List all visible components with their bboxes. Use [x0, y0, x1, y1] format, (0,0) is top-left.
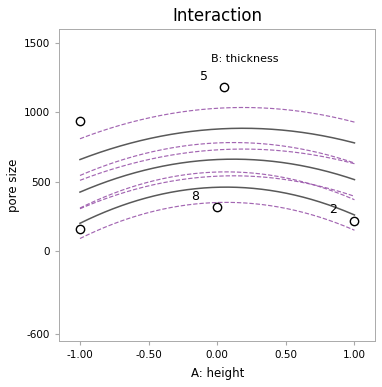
Text: 8: 8: [191, 190, 199, 203]
X-axis label: A: height: A: height: [191, 367, 244, 380]
Y-axis label: pore size: pore size: [7, 159, 20, 212]
Text: B: thickness: B: thickness: [211, 54, 278, 64]
Text: 2: 2: [329, 203, 337, 216]
Title: Interaction: Interaction: [172, 7, 262, 25]
Text: 5: 5: [200, 70, 207, 83]
